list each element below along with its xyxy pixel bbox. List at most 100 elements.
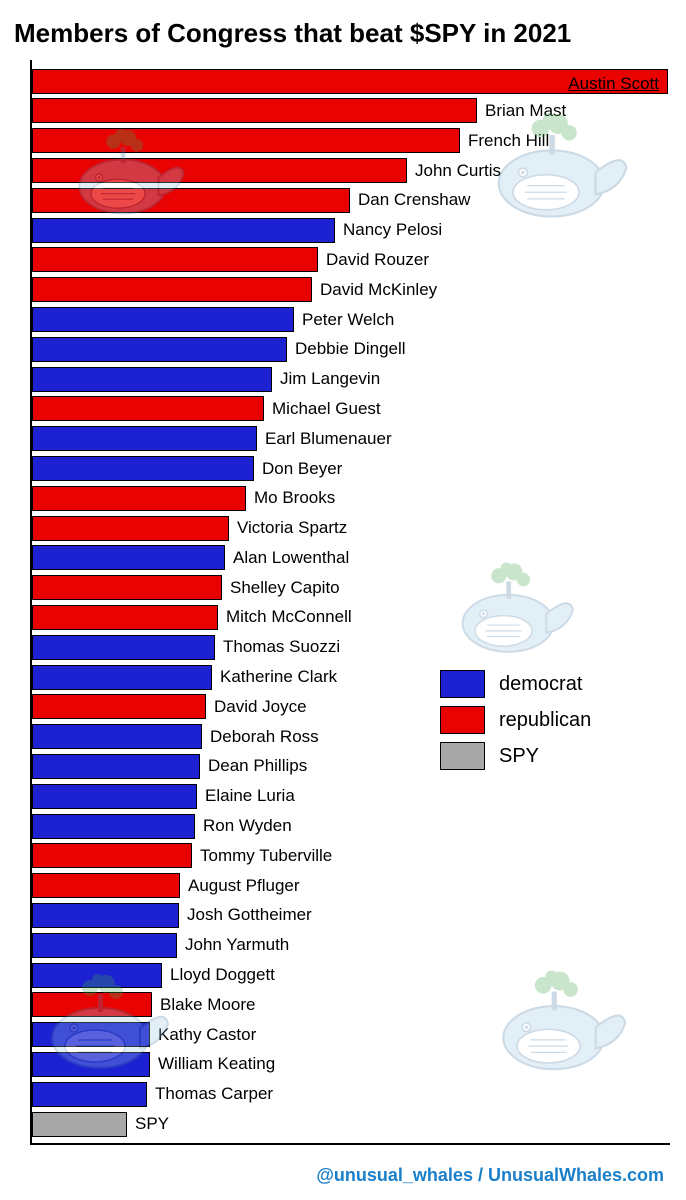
legend-swatch xyxy=(440,670,485,698)
bar xyxy=(32,873,180,898)
bar xyxy=(32,665,212,690)
bar-row: Shelley Capito xyxy=(32,575,670,601)
bar-row: Earl Blumenauer xyxy=(32,426,670,452)
bar-label: Tommy Tuberville xyxy=(200,846,332,866)
bar-label: Austin Scott xyxy=(568,74,659,94)
bar-row: Tommy Tuberville xyxy=(32,843,670,869)
bar xyxy=(32,694,206,719)
legend-label: republican xyxy=(499,709,591,732)
bar xyxy=(32,933,177,958)
bar xyxy=(32,367,272,392)
bar-label: Dan Crenshaw xyxy=(358,190,470,210)
bar-label: Josh Gottheimer xyxy=(187,905,312,925)
bar xyxy=(32,605,218,630)
bar-label: William Keating xyxy=(158,1054,275,1074)
bar-label: Thomas Carper xyxy=(155,1084,273,1104)
chart-title: Members of Congress that beat $SPY in 20… xyxy=(14,18,571,49)
legend-item: democrat xyxy=(440,670,650,698)
bar: Austin Scott xyxy=(32,69,668,94)
bar-row: Debbie Dingell xyxy=(32,336,670,362)
bar-row: Dan Crenshaw xyxy=(32,187,670,213)
bar-row: Brian Mast xyxy=(32,98,670,124)
bar xyxy=(32,247,318,272)
legend: democrat republican SPY xyxy=(440,670,650,778)
bar xyxy=(32,903,179,928)
bar-label: John Yarmuth xyxy=(185,935,289,955)
bar-label: August Pfluger xyxy=(188,876,300,896)
bar xyxy=(32,992,152,1017)
legend-item: SPY xyxy=(440,742,650,770)
bar-label: SPY xyxy=(135,1114,169,1134)
bar-label: Don Beyer xyxy=(262,459,342,479)
bar xyxy=(32,754,200,779)
bar-label: John Curtis xyxy=(415,161,501,181)
bar-row: Kathy Castor xyxy=(32,1022,670,1048)
bar xyxy=(32,1052,150,1077)
bar xyxy=(32,337,287,362)
bar xyxy=(32,486,246,511)
bar-row: Elaine Luria xyxy=(32,783,670,809)
bar-row: Mo Brooks xyxy=(32,485,670,511)
bar xyxy=(32,516,229,541)
bar xyxy=(32,426,257,451)
bar xyxy=(32,575,222,600)
bar-row: Nancy Pelosi xyxy=(32,217,670,243)
bar xyxy=(32,1082,147,1107)
bar-label: David McKinley xyxy=(320,280,437,300)
bar xyxy=(32,98,477,123)
bar-label: Peter Welch xyxy=(302,310,394,330)
bar xyxy=(32,128,460,153)
bar xyxy=(32,218,335,243)
bar-row: David McKinley xyxy=(32,277,670,303)
legend-item: republican xyxy=(440,706,650,734)
bar-row: Ron Wyden xyxy=(32,813,670,839)
bar-label: David Joyce xyxy=(214,697,307,717)
bar xyxy=(32,814,195,839)
bar-label: Alan Lowenthal xyxy=(233,548,349,568)
bar-row: Austin Scott xyxy=(32,68,670,94)
bar-row: Don Beyer xyxy=(32,455,670,481)
bar xyxy=(32,1112,127,1137)
bar-row: Thomas Carper xyxy=(32,1081,670,1107)
bar xyxy=(32,724,202,749)
bar xyxy=(32,784,197,809)
bar xyxy=(32,158,407,183)
bar-label: Brian Mast xyxy=(485,101,566,121)
bar-row: Michael Guest xyxy=(32,396,670,422)
bar-row: Peter Welch xyxy=(32,306,670,332)
bar xyxy=(32,1022,150,1047)
bar-label: Michael Guest xyxy=(272,399,381,419)
bar-row: Thomas Suozzi xyxy=(32,634,670,660)
bar-row: John Yarmuth xyxy=(32,932,670,958)
bar-label: David Rouzer xyxy=(326,250,429,270)
bar-label: Victoria Spartz xyxy=(237,518,347,538)
bar-label: French Hill xyxy=(468,131,549,151)
bar xyxy=(32,545,225,570)
bar-row: August Pfluger xyxy=(32,873,670,899)
bar-row: Victoria Spartz xyxy=(32,515,670,541)
bar-row: Mitch McConnell xyxy=(32,604,670,630)
legend-swatch xyxy=(440,706,485,734)
bar-row: John Curtis xyxy=(32,157,670,183)
bar xyxy=(32,188,350,213)
bar-label: Jim Langevin xyxy=(280,369,380,389)
bar-label: Thomas Suozzi xyxy=(223,637,340,657)
bar-label: Blake Moore xyxy=(160,995,255,1015)
bar-row: Jim Langevin xyxy=(32,366,670,392)
bar-row: Alan Lowenthal xyxy=(32,545,670,571)
credit-text: @unusual_whales / UnusualWhales.com xyxy=(316,1165,664,1186)
legend-label: SPY xyxy=(499,745,539,768)
bar-label: Nancy Pelosi xyxy=(343,220,442,240)
bar-row: Josh Gottheimer xyxy=(32,902,670,928)
bar xyxy=(32,843,192,868)
bar-label: Ron Wyden xyxy=(203,816,292,836)
legend-swatch xyxy=(440,742,485,770)
bar-label: Kathy Castor xyxy=(158,1025,256,1045)
bar xyxy=(32,307,294,332)
bar-row: Lloyd Doggett xyxy=(32,962,670,988)
bar-label: Katherine Clark xyxy=(220,667,337,687)
legend-label: democrat xyxy=(499,673,582,696)
bar-label: Mo Brooks xyxy=(254,488,335,508)
bar-row: William Keating xyxy=(32,1051,670,1077)
bar-row: SPY xyxy=(32,1111,670,1137)
